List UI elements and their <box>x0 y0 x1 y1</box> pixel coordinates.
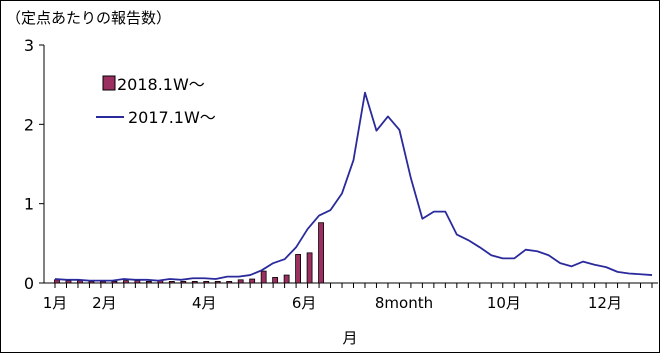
bar-2018 <box>54 279 60 284</box>
y-tick-label: 1 <box>24 195 34 214</box>
x-tick-label: 10月 <box>487 294 521 312</box>
bar-2018 <box>122 280 129 284</box>
bar-2018 <box>65 280 72 284</box>
bar-2018 <box>191 281 198 284</box>
x-tick-label: 2月 <box>92 294 117 312</box>
bar-2018 <box>283 274 290 284</box>
line-2017 <box>54 91 653 282</box>
bar-2018 <box>306 252 313 284</box>
bar-2018 <box>214 281 221 284</box>
bar-2018 <box>318 222 324 284</box>
x-tick-label: 12月 <box>588 294 622 312</box>
legend-label-2018: 2018.1W～ <box>117 75 205 94</box>
y-tick-label: 2 <box>24 115 34 134</box>
bar-2018 <box>260 270 267 284</box>
bar-2018 <box>168 281 175 284</box>
bar-2018 <box>134 280 141 284</box>
x-tick-label: 8month <box>375 294 433 312</box>
bar-2018 <box>111 281 118 284</box>
bar-2018 <box>180 281 187 284</box>
x-axis-label: 月 <box>342 329 357 347</box>
line-series-2017 <box>54 91 653 282</box>
x-tick-label: 6月 <box>292 294 317 312</box>
bar-2018 <box>145 281 152 284</box>
legend: 2018.1W～ 2017.1W～ <box>96 75 216 127</box>
bar-2018 <box>249 278 256 284</box>
legend-swatch-2018 <box>102 75 116 91</box>
y-tick-label: 3 <box>24 36 34 55</box>
bar-2018 <box>203 281 210 284</box>
bar-2018 <box>88 281 95 284</box>
x-tick-label: 4月 <box>192 294 217 312</box>
y-axis-unit-label: （定点あたりの報告数） <box>6 9 171 27</box>
bar-series-2018 <box>54 222 324 284</box>
y-tick-label: 0 <box>24 274 34 293</box>
x-tick-label: 1月 <box>43 294 68 312</box>
legend-label-2017: 2017.1W～ <box>128 108 216 127</box>
bar-2018 <box>226 281 233 284</box>
bar-2018 <box>237 279 244 284</box>
bar-2018 <box>272 277 279 284</box>
bar-2018 <box>100 281 106 284</box>
bar-2018 <box>295 254 301 284</box>
